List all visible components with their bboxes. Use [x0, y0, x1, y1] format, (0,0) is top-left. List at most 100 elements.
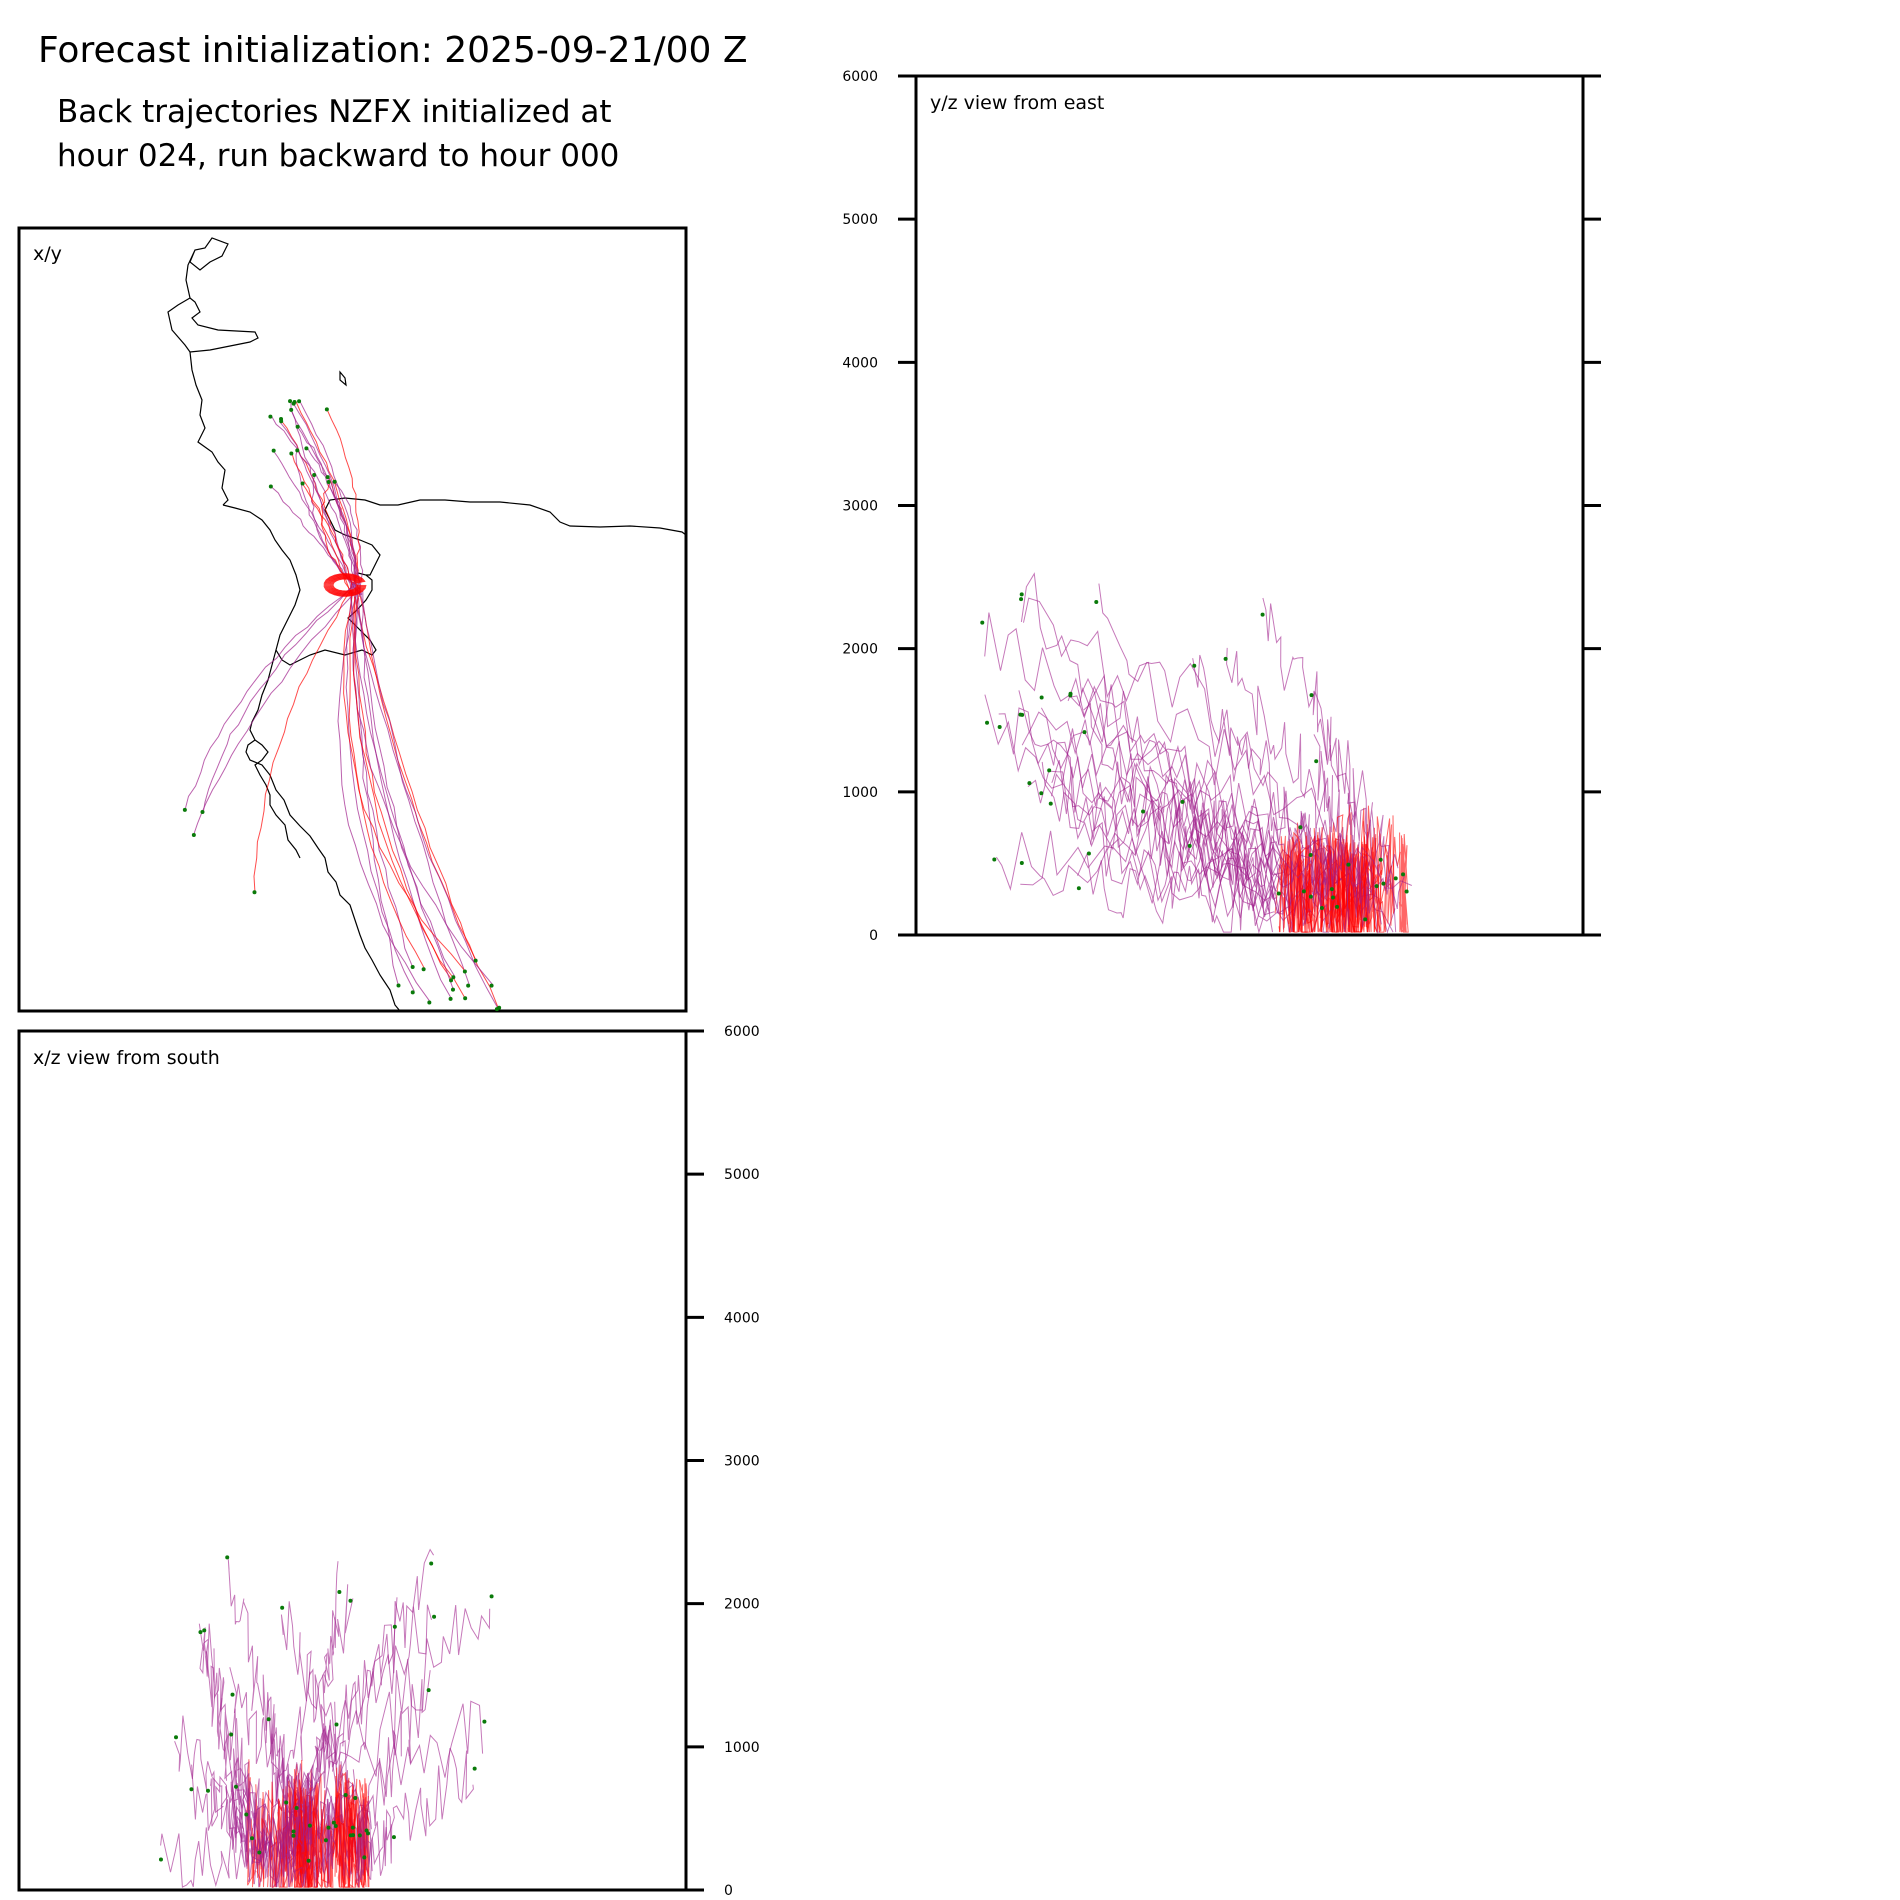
yz-view-panel: y/z view from east 0 1000 2000 3000 4000 5000… [842, 69, 1601, 944]
xz-endpoint-dot [482, 1719, 487, 1724]
xz-endpoint-dot [284, 1800, 289, 1805]
xy-endpoint-dot [288, 399, 293, 404]
yz-endpoint-dot [1330, 895, 1335, 900]
yz-endpoint-dot [1223, 656, 1228, 661]
xz-trajectory-line [191, 1764, 311, 1888]
yz-trajectory-line [1051, 759, 1273, 933]
xz-trajectories [160, 1548, 491, 1889]
xz-endpoint-dot [189, 1787, 194, 1792]
yz-endpoint-dot [1319, 906, 1324, 911]
xz-endpoint-dot [198, 1630, 203, 1635]
xy-endpoint-dot [462, 969, 467, 974]
xz-endpoint-dot [205, 1788, 210, 1793]
yz-endpoint-dot [1314, 759, 1319, 764]
figure-subtitle: Back trajectories NZFX initialized at ho… [57, 90, 619, 178]
xy-trajectory-line [348, 596, 426, 970]
yz-endpoint-dot [1019, 592, 1024, 597]
yz-trajectory-line [1278, 831, 1334, 933]
yz-endpoint-dot [1047, 768, 1052, 773]
yz-panel-frame [914, 74, 1585, 937]
y-tick-label: 0 [869, 928, 878, 944]
xz-endpoint-dot [291, 1829, 296, 1834]
xz-endpoint-dot [348, 1598, 353, 1603]
xy-endpoint-dot [289, 451, 294, 456]
xy-endpoint-dot [268, 414, 273, 419]
xz-trajectory-line [210, 1775, 294, 1888]
xz-trajectory-line [277, 1796, 313, 1888]
yz-panel-label: y/z view from east [930, 92, 1104, 114]
yz-endpoint-dot [1276, 891, 1281, 896]
xz-endpoint-dot [391, 1835, 396, 1840]
xy-endpoint-dot [252, 890, 257, 895]
xy-endpoint-dot [182, 807, 187, 812]
xy-endpoint-dot [451, 975, 456, 980]
xz-endpoint-dot [333, 1823, 338, 1828]
yz-endpoint-dot [1076, 886, 1081, 891]
yz-endpoint-dot [997, 725, 1002, 730]
xz-endpoint-dot [158, 1857, 163, 1862]
yz-trajectories [984, 572, 1412, 935]
coastline-west-coast [189, 351, 229, 506]
xy-endpoints [182, 399, 502, 1012]
xz-endpoint-dot [350, 1825, 355, 1830]
yz-trajectory-line [1398, 832, 1409, 933]
xy-endpoint-dot [191, 833, 196, 838]
xy-trajectory-line [354, 596, 477, 961]
xy-endpoint-dot [289, 407, 294, 412]
figure-title: Forecast initialization: 2025-09-21/00 Z [38, 30, 748, 71]
xy-endpoint-dot [489, 983, 494, 988]
y-tick-label: 4000 [842, 355, 878, 371]
xy-endpoint-dot [324, 407, 329, 412]
xy-endpoint-dot [450, 987, 455, 992]
xz-endpoint-dot [306, 1858, 311, 1863]
yz-endpoint-dot [1187, 843, 1192, 848]
yz-endpoint-dot [1393, 876, 1398, 881]
xz-endpoint-dot [257, 1850, 262, 1855]
xy-endpoint-dot [449, 978, 454, 983]
yz-endpoint-dot [1086, 851, 1091, 856]
yz-endpoint-dot [1401, 872, 1406, 877]
xy-endpoint-dot [448, 996, 453, 1001]
xz-endpoint-dot [362, 1855, 367, 1860]
coastline-east-land [324, 497, 687, 536]
yz-trajectory-line [1312, 826, 1369, 927]
xz-endpoint-dot [326, 1825, 331, 1830]
xz-endpoint-dot [353, 1795, 358, 1800]
y-tick-label: 5000 [724, 1167, 760, 1183]
yz-endpoint-dot [1346, 862, 1351, 867]
xy-endpoint-dot [279, 419, 284, 424]
xy-endpoint-dot [200, 809, 205, 814]
xy-panel-label: x/y [33, 243, 62, 265]
xz-trajectory-line [160, 1822, 316, 1888]
xy-trajectory-line [360, 590, 452, 998]
yz-trajectory-line [1226, 647, 1378, 908]
xz-trajectory-line [252, 1604, 432, 1855]
xz-endpoint-dot [323, 1838, 328, 1843]
xy-trajectories [184, 401, 499, 1010]
xy-trajectory-line [332, 480, 364, 595]
xz-endpoint-dot [244, 1812, 249, 1817]
yz-endpoint-dot [1374, 884, 1379, 889]
yz-endpoint-dot [980, 620, 985, 625]
yz-endpoint-dot [1378, 857, 1383, 862]
xz-endpoint-dot [250, 1836, 255, 1841]
xy-endpoint-dot [304, 446, 309, 451]
xy-trajectory-line [351, 585, 499, 1010]
xy-trajectory-line [292, 403, 360, 595]
yz-endpoint-dot [1308, 852, 1313, 857]
yz-endpoint-dot [1141, 809, 1146, 814]
xz-endpoint-dot [174, 1735, 179, 1740]
yz-trajectory-line [1262, 597, 1405, 910]
xz-endpoint-dot [392, 1624, 397, 1629]
yz-endpoint-dot [1027, 781, 1032, 786]
yz-endpoint-dot [1301, 889, 1306, 894]
y-tick-label: 4000 [724, 1310, 760, 1326]
xz-endpoint-dot [229, 1732, 234, 1737]
xy-endpoint-dot [291, 401, 296, 406]
xy-trajectory-line [358, 597, 454, 990]
coastline-southwest [245, 739, 401, 1012]
xy-trajectory-loop [326, 574, 364, 596]
xz-endpoint-dot [230, 1692, 235, 1697]
xz-endpoint-dot [343, 1793, 348, 1798]
